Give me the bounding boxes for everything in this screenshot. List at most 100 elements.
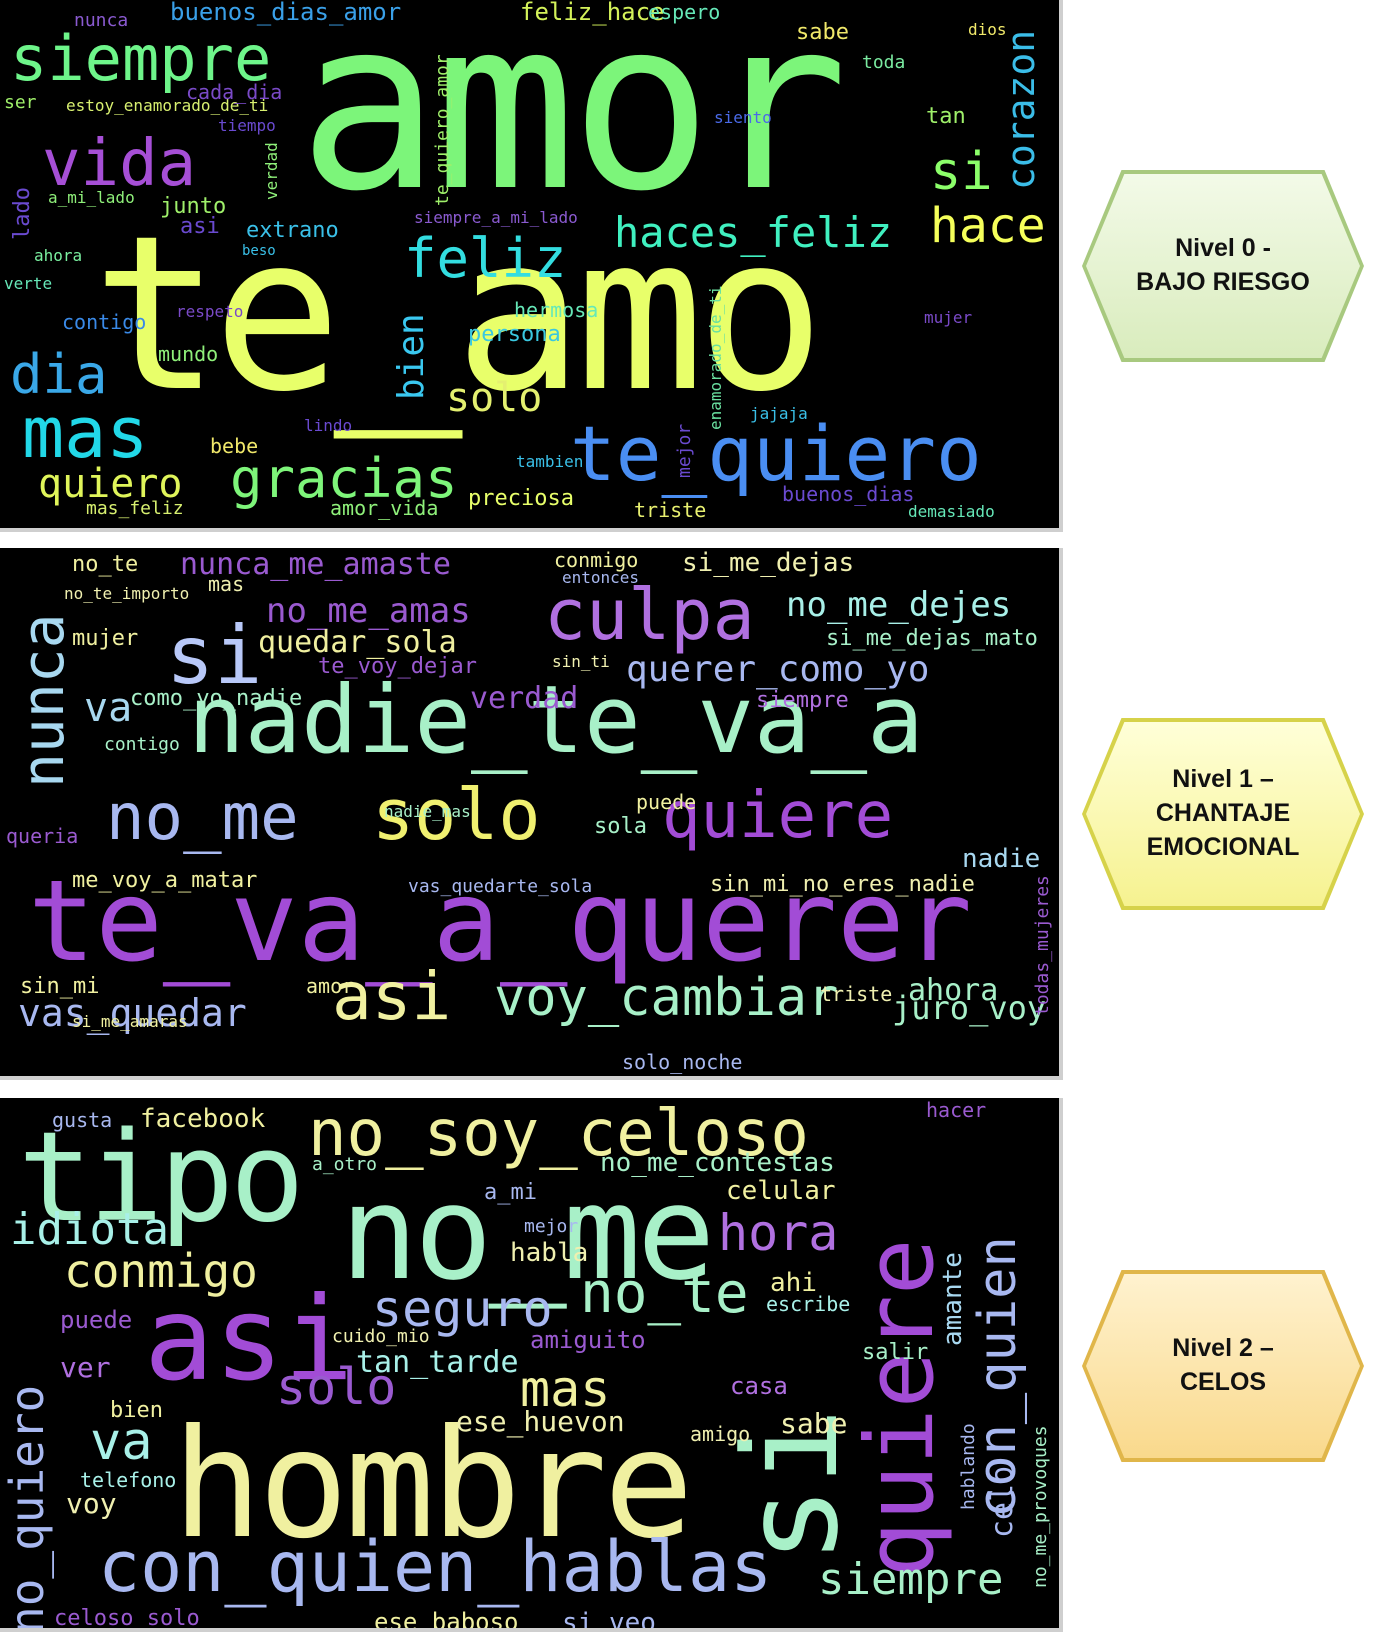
word: telefono: [80, 1468, 177, 1492]
word: no_me_amas: [266, 591, 471, 631]
word: te_amo: [92, 190, 825, 439]
word: siempre_a_mi_lado: [414, 208, 578, 227]
word: tan: [926, 104, 966, 129]
word: verte: [4, 274, 53, 293]
word: dia: [10, 343, 108, 406]
word: solo_noche: [622, 1050, 743, 1074]
word: verdad: [470, 681, 579, 716]
word: celo: [985, 1465, 1020, 1538]
word: ser: [4, 92, 37, 113]
word: va: [84, 685, 133, 731]
word: ahora: [908, 973, 999, 1008]
word: sabe: [780, 1407, 848, 1440]
word: siempre: [818, 1554, 1004, 1605]
word: cuido_mio: [332, 1326, 430, 1347]
word: amante: [938, 1252, 968, 1346]
level-2-hexagon-label: Nivel 2 – CELOS: [1082, 1270, 1364, 1462]
word: nadie_te_va_a: [188, 666, 924, 775]
word: ahora: [34, 246, 83, 265]
word: buenos_dias: [782, 482, 915, 506]
word: ahi: [770, 1268, 817, 1298]
word: bien: [391, 313, 432, 400]
level-0-label-line2: BAJO RIESGO: [1136, 268, 1310, 296]
word: puede: [636, 790, 697, 814]
word: te_va_a_querer: [28, 857, 973, 987]
word: mejor: [524, 1216, 579, 1237]
word: queria: [6, 824, 79, 848]
word: si_me_amaras: [72, 1012, 188, 1031]
level-1-label-line1: Nivel 1 –: [1172, 765, 1274, 794]
word: quedar_sola: [258, 625, 457, 660]
word: preciosa: [468, 486, 574, 511]
word: vas_quedarte_sola: [408, 876, 593, 897]
word: nunca: [9, 613, 77, 788]
word: te_quiero_amor: [432, 54, 453, 206]
word: todas_mujeres: [1032, 875, 1053, 1016]
level-2-label-line1: Nivel 2 –: [1172, 1334, 1274, 1363]
word: no_me_provoques: [1030, 1425, 1051, 1588]
word: tambien: [516, 452, 584, 471]
word: me_voy_a_matar: [72, 868, 258, 893]
word: solo: [446, 375, 543, 421]
word: te_voy_dejar: [318, 654, 477, 679]
word: entonces: [562, 568, 640, 587]
word: hace: [930, 198, 1046, 254]
word: va: [90, 1412, 153, 1472]
word: quiere: [662, 779, 894, 853]
word: ver: [60, 1351, 111, 1384]
word: vas_quedar: [18, 991, 247, 1035]
word: extrano: [246, 218, 339, 243]
word: no_te: [72, 552, 139, 577]
word: hacer: [926, 1098, 987, 1122]
word: feliz_hace: [520, 0, 665, 26]
word: triste: [820, 982, 893, 1006]
level-0-hexagon-label: Nivel 0 - BAJO RIESGO: [1082, 170, 1364, 362]
word: tiempo: [218, 116, 276, 135]
word: conmigo: [64, 1244, 258, 1298]
word: no_te_importo: [64, 584, 190, 603]
word: bien: [110, 1398, 163, 1423]
level-1-label-line3: EMOCIONAL: [1146, 832, 1300, 861]
word: quiere: [846, 1238, 955, 1578]
word: tipo: [18, 1106, 305, 1250]
word: mas: [520, 1360, 611, 1418]
word: casa: [730, 1372, 788, 1400]
word: feliz: [404, 227, 567, 290]
word: asi: [144, 1272, 354, 1407]
word: sabe: [796, 20, 849, 45]
wordcloud-nivel-2: hombre no_me tipo asi no_soy_celoso quie…: [0, 1098, 1063, 1632]
word: mas_feliz: [86, 498, 184, 519]
word: si_me_dejas: [682, 548, 855, 578]
word: solo: [276, 1358, 397, 1416]
word: siempre: [756, 688, 849, 713]
word: amigo: [690, 1422, 751, 1446]
level-1-hexagon-label: Nivel 1 – CHANTAJE EMOCIONAL: [1082, 718, 1364, 910]
word: persona: [468, 322, 561, 347]
word: demasiado: [908, 502, 995, 521]
word: corazon: [999, 29, 1043, 190]
word: no_te: [580, 1261, 749, 1326]
word: amor_vida: [330, 496, 439, 520]
word: junto: [160, 194, 227, 219]
word: quiero: [38, 461, 183, 507]
word: conmigo: [554, 548, 639, 572]
word: beso: [242, 243, 276, 259]
word: ese_baboso: [374, 1608, 519, 1632]
word: triste: [634, 498, 707, 522]
word: tan_tarde: [356, 1345, 519, 1380]
word: hora: [718, 1204, 839, 1262]
word: toda: [862, 52, 906, 73]
word: solo: [372, 774, 541, 856]
word: celular: [726, 1176, 836, 1206]
word: a_mi_lado: [48, 188, 135, 207]
word: nadie: [962, 844, 1041, 874]
wordcloud-nivel-1: te_va_a_querer nadie_te_va_a solo quiere…: [0, 548, 1063, 1080]
word: jajaja: [750, 404, 808, 423]
word: sin_ti: [552, 652, 610, 671]
word: enamorado_de_ti: [706, 285, 725, 431]
word: mujer: [924, 308, 973, 327]
word: hermosa: [514, 298, 599, 322]
word: gusta: [52, 1108, 113, 1132]
word: espero: [648, 0, 721, 24]
word: a_otro: [312, 1154, 378, 1175]
